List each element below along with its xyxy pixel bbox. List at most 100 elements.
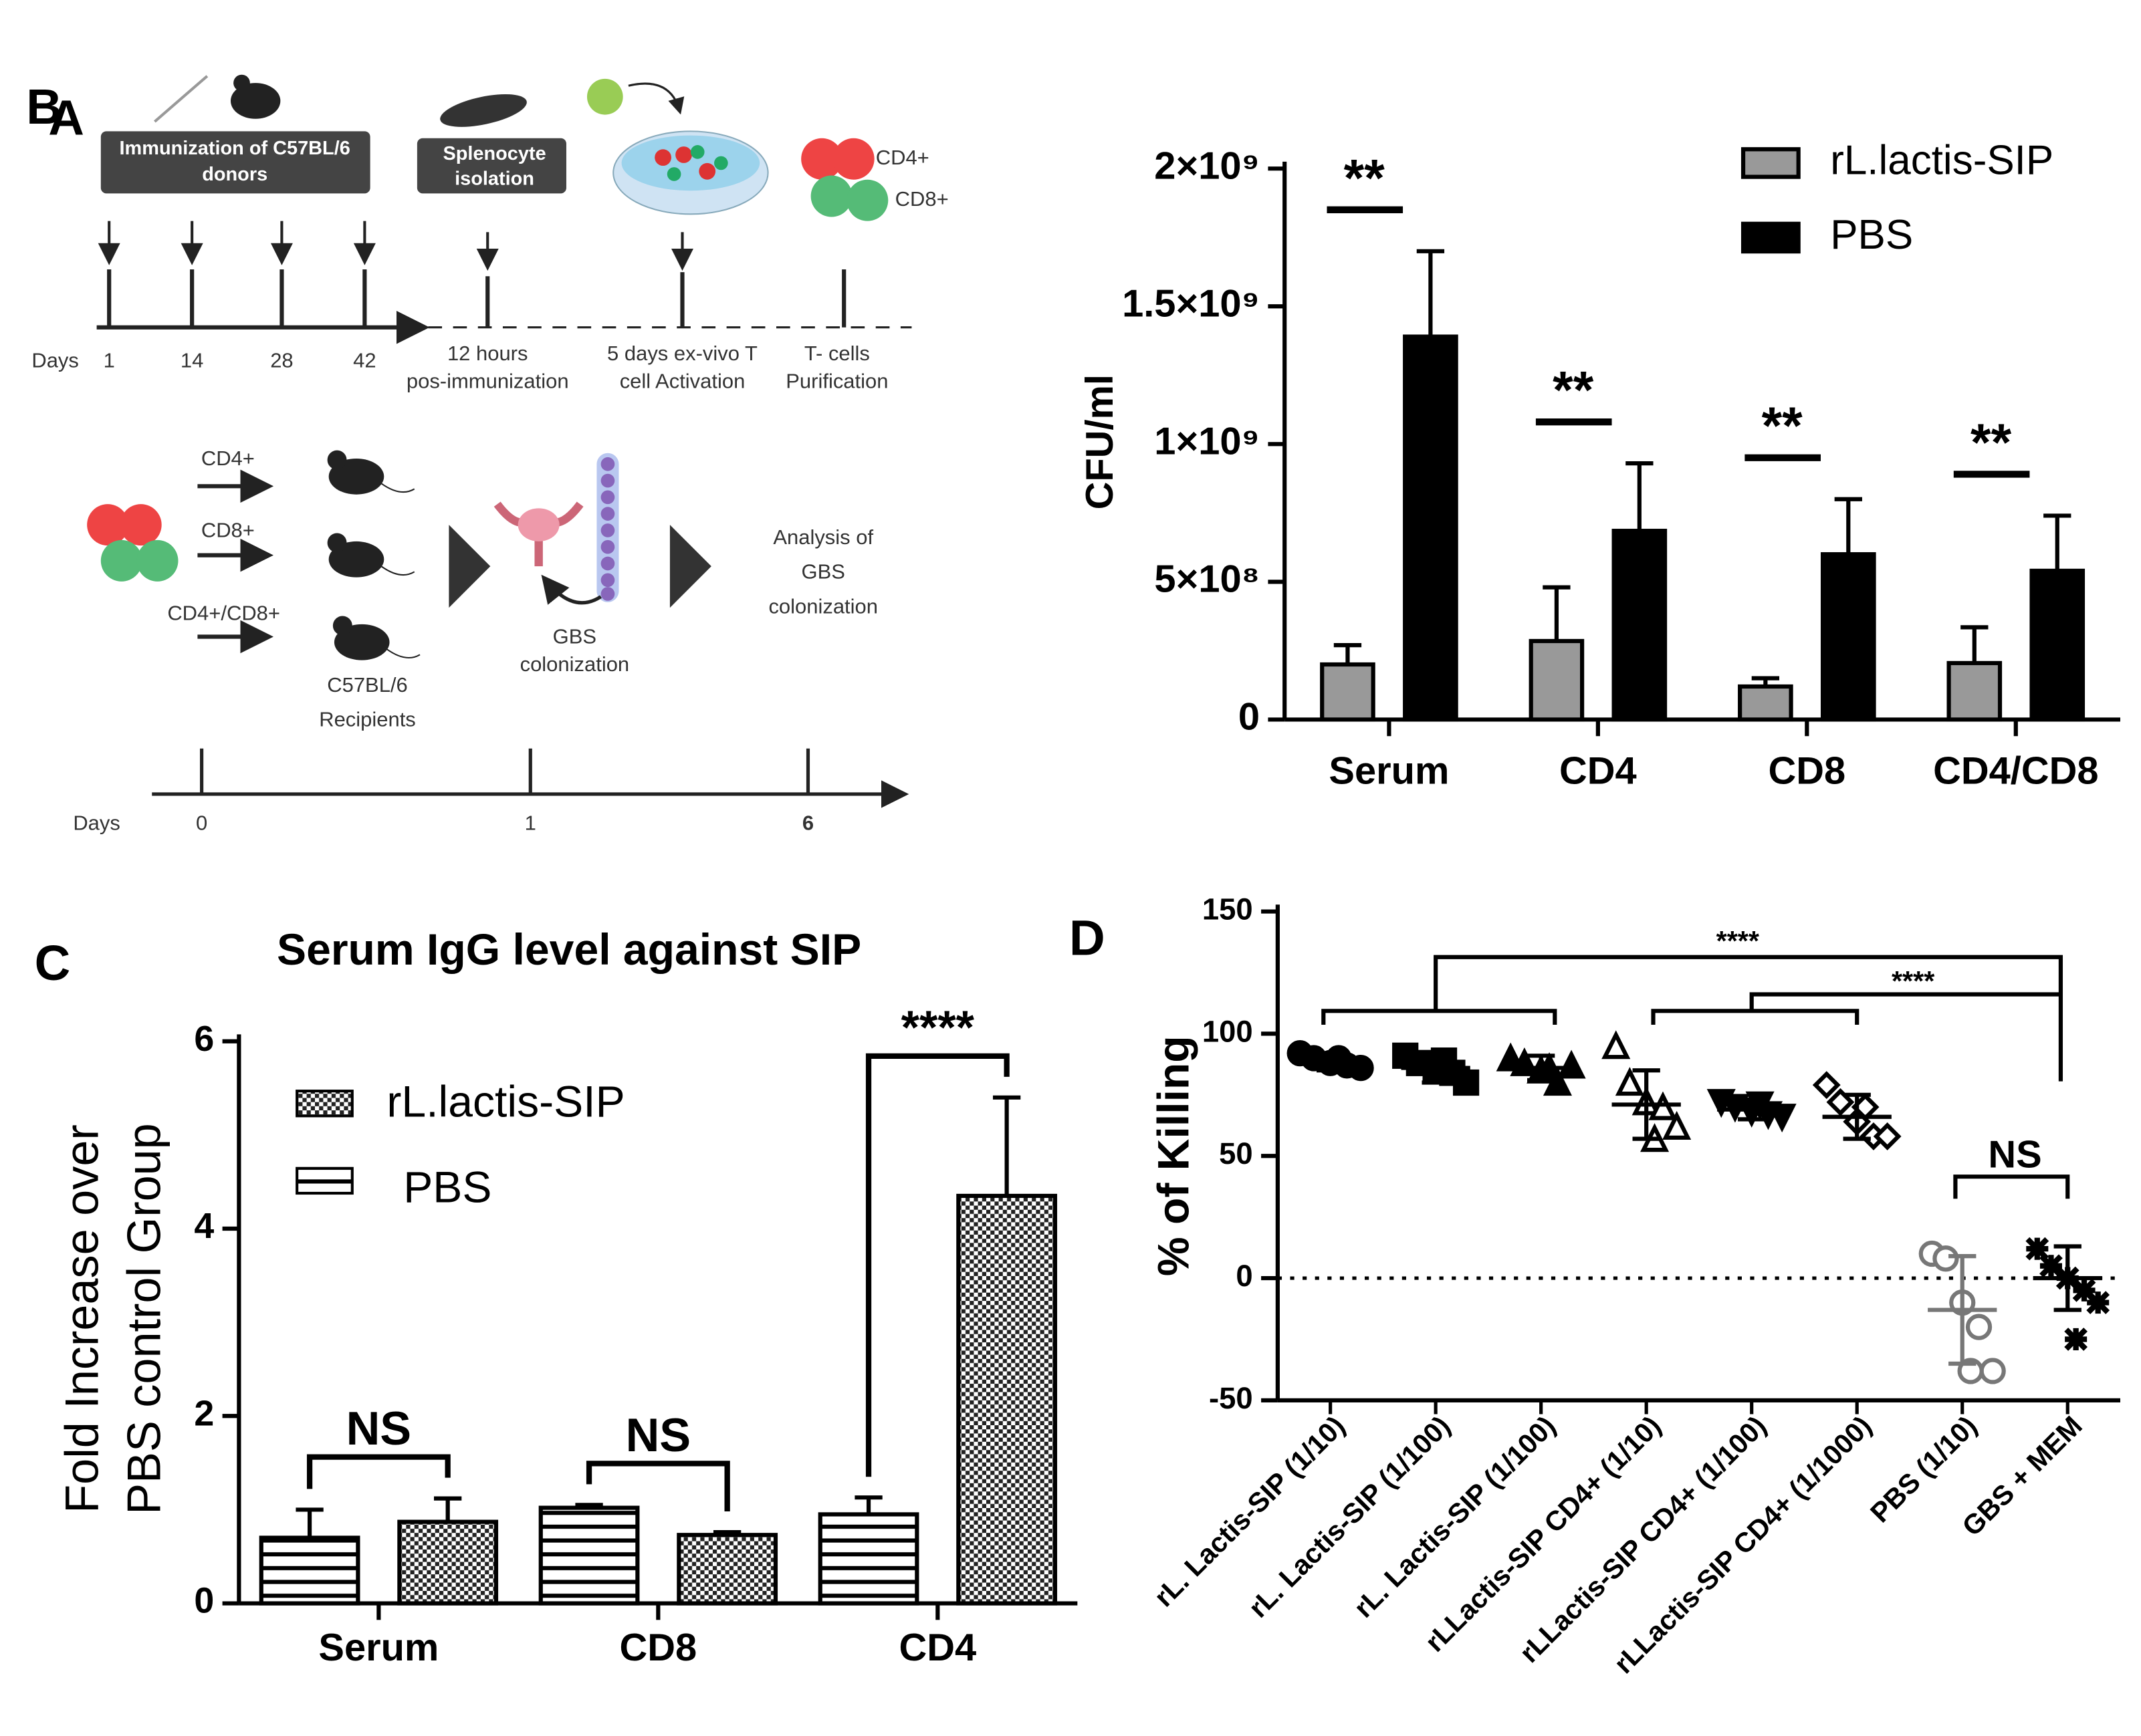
timeline (96, 221, 912, 344)
day-label: 6 (802, 812, 814, 835)
transfer-arrows (197, 469, 274, 654)
y-tick-label: 2×10⁹ (1154, 144, 1260, 187)
y-tick-label: 0 (1238, 696, 1260, 739)
data-point (2025, 1237, 2049, 1261)
data-point (1826, 1088, 1855, 1116)
data-point (1648, 1091, 1678, 1120)
syringe-icon (154, 75, 209, 123)
error-bar (1625, 461, 1654, 531)
bar (956, 1193, 1058, 1606)
data-point (1965, 1314, 1993, 1340)
data-point (1662, 1110, 1692, 1140)
stage-label: cell Activation (620, 370, 746, 393)
error-bar (2053, 1244, 2081, 1312)
step-box (417, 138, 566, 194)
significance-bracket (586, 1461, 730, 1512)
step-arrow (449, 525, 491, 608)
x-tick-label: rL. Lactis-SIP (1/10) (1148, 1410, 1351, 1612)
error-bar (713, 1529, 742, 1535)
error-bar (1843, 1092, 1871, 1141)
cells-icon (87, 504, 179, 582)
significance-label: **** (901, 1001, 975, 1053)
legend-swatch (296, 1166, 354, 1195)
y-tick-label: 4 (194, 1206, 214, 1246)
x-tick-label: CD8 (620, 1626, 697, 1669)
y-tick-label: 1.5×10⁹ (1122, 283, 1260, 326)
step-text: Splenocyte (443, 143, 546, 164)
step-text: donors (202, 164, 267, 185)
bar (1403, 334, 1458, 722)
y-tick-label: 2 (194, 1393, 214, 1433)
y-axis-label: Fold Increase over (55, 1124, 108, 1513)
data-point (1615, 1067, 1644, 1096)
data-point (1601, 1030, 1631, 1060)
dish-icon (621, 135, 760, 191)
stage-label: Purification (786, 370, 888, 393)
x-tick-label: Serum (1329, 749, 1449, 792)
bar (2029, 568, 2086, 722)
cells-icon (586, 78, 623, 115)
arrow (628, 82, 685, 115)
panel-label: A (48, 90, 84, 146)
significance-label: ** (1762, 396, 1803, 455)
legend-label: PBS (403, 1162, 491, 1212)
error-bar (992, 1095, 1021, 1196)
spleen-icon (440, 94, 527, 127)
significance-label: ** (1344, 148, 1385, 207)
panel-label: B (26, 79, 62, 134)
stage-label: 5 days ex-vivo T (607, 342, 758, 365)
significance-label: **** (1716, 926, 1760, 957)
error-bar (1416, 249, 1445, 337)
bar (1529, 638, 1585, 722)
legend-swatch (1740, 221, 1801, 254)
bar (1946, 660, 2003, 722)
recipients-label: Recipients (319, 708, 416, 731)
y-tick-label: 6 (194, 1019, 214, 1059)
step-text: Immunization of C57BL/6 (120, 138, 350, 159)
data-point (1543, 1067, 1573, 1096)
legend-swatch (1740, 147, 1801, 179)
day-label: 1 (525, 812, 536, 835)
cells-icon (801, 138, 889, 221)
error-bar (1738, 1098, 1766, 1122)
panel-label: D (1069, 910, 1105, 966)
y-axis-label: PBS control Group (118, 1123, 171, 1514)
stage-label: pos-immunization (407, 370, 569, 393)
legend-label: rL.lactis-SIP (386, 1077, 625, 1126)
mouse-icons (327, 450, 421, 660)
legend-label: rL.lactis-SIP (1830, 137, 2053, 183)
error-bar (1960, 625, 1989, 663)
significance-label: NS (346, 1402, 412, 1455)
step-arrow (669, 525, 711, 608)
step-box (100, 131, 370, 194)
data-point (1979, 1358, 2006, 1384)
recipients-label: C57BL/6 (327, 673, 408, 697)
data-point (2039, 1254, 2063, 1278)
error-bar (1316, 1053, 1345, 1073)
bar (818, 1512, 919, 1606)
y-tick-label: 100 (1202, 1014, 1253, 1048)
mouse-icon (230, 83, 281, 119)
data-point (1347, 1054, 1374, 1082)
significance-bracket (865, 1053, 1010, 1477)
y-tick-label: 5×10⁸ (1154, 558, 1260, 601)
arrow (541, 574, 602, 605)
error-bar (1948, 1254, 1977, 1366)
data-point (1873, 1122, 1902, 1150)
bar (397, 1519, 499, 1606)
error-bar (1632, 1068, 1660, 1141)
bacteria-icon (600, 457, 615, 601)
error-bar (296, 1507, 324, 1538)
legend-swatch (296, 1090, 354, 1118)
significance-label: ** (1970, 413, 2012, 472)
chart-title: Serum IgG level against SIP (277, 925, 861, 975)
bar (1738, 684, 1793, 722)
x-tick-label: CD8 (1768, 749, 1845, 792)
significance-label: **** (1892, 966, 1935, 997)
mouse-icon (233, 74, 250, 92)
colonization-label: colonization (520, 652, 630, 676)
transfer-label: CD4+/CD8+ (167, 602, 280, 625)
y-tick-label: 0 (1236, 1259, 1252, 1293)
data-point (2072, 1278, 2096, 1302)
